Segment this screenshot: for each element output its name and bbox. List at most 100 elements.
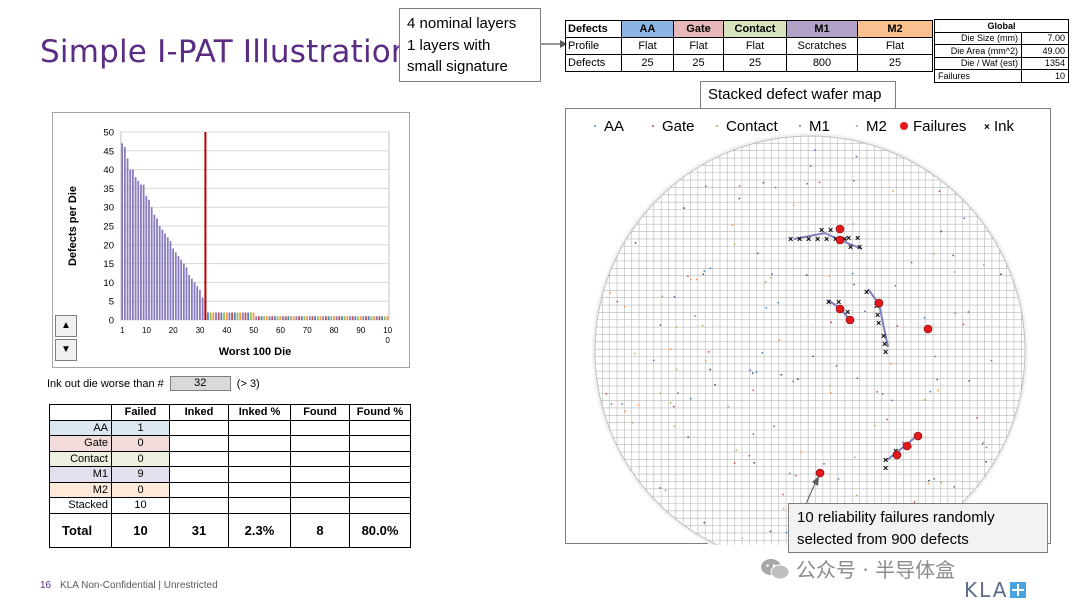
results-empty-cell [349, 419, 411, 436]
ink-marker: × [883, 455, 888, 465]
cell: 25 [723, 54, 787, 72]
defect-dot [788, 472, 791, 475]
defect-dot [828, 275, 831, 278]
defect-dot [855, 155, 858, 158]
defect-dot [940, 481, 943, 484]
y-tick-label: 40 [103, 165, 114, 176]
cell: Flat [857, 37, 933, 55]
failure-marker [892, 450, 902, 460]
histogram-bar [252, 312, 255, 320]
ink-marker: × [875, 310, 880, 320]
defect-dot [795, 474, 797, 477]
defect-dot [940, 230, 943, 233]
results-empty-cell [228, 450, 291, 467]
defect-dot [631, 421, 634, 424]
ink-marker: × [846, 233, 851, 243]
defect-dot [927, 482, 930, 485]
spin-up-button[interactable]: ▲ [55, 315, 77, 337]
plus-icon [1010, 582, 1027, 598]
histogram-bar [308, 316, 311, 320]
page-number: 16 [40, 580, 52, 591]
histogram-bar [375, 316, 378, 320]
defect-dot [818, 181, 821, 184]
ink-marker: × [845, 307, 850, 317]
defect-dot [910, 261, 913, 264]
results-empty-cell [290, 419, 350, 436]
cell: 25 [857, 54, 933, 72]
legend-label: Failures [913, 118, 966, 135]
defect-dot [809, 165, 812, 168]
results-failed: 10 [111, 497, 170, 514]
cell: 25 [673, 54, 724, 72]
histogram-bar [316, 316, 319, 320]
defect-dot [778, 339, 781, 341]
defect-dot [813, 149, 816, 151]
legend-label: M2 [866, 118, 887, 135]
cell: Flat [723, 37, 787, 55]
x-tick-label: 20 [169, 326, 178, 335]
total-inked: 31 [169, 512, 229, 548]
failure-marker [845, 315, 855, 325]
histogram-bar [370, 316, 373, 320]
header-found: Found [290, 404, 350, 421]
legend-marker [594, 125, 596, 127]
histogram-bar [169, 241, 172, 320]
cell: Flat [673, 37, 724, 55]
results-empty-cell [349, 466, 411, 483]
ink-marker: × [797, 234, 802, 244]
failure-marker [835, 224, 845, 234]
defect-dot [937, 389, 940, 392]
defect-dot [751, 372, 754, 375]
histogram-bar [132, 169, 134, 320]
defect-dot [828, 385, 831, 388]
y-tick-label: 45 [103, 146, 114, 157]
defect-dot [985, 446, 988, 449]
histogram-bar [199, 289, 201, 320]
ink-threshold-input[interactable]: 32 [169, 376, 231, 391]
row-label: Defects [565, 54, 622, 72]
histogram-bar [346, 316, 349, 320]
global-value: 10 [1021, 69, 1069, 83]
spin-down-button[interactable]: ▼ [55, 339, 77, 361]
defect-dot [800, 451, 802, 454]
histogram-bar [185, 267, 188, 320]
histogram-bar [287, 316, 290, 320]
callout-line: 1 layers with [407, 36, 491, 54]
defect-dot [675, 368, 678, 371]
legend-ink-marker: × [984, 122, 990, 133]
defect-dot [752, 389, 755, 392]
histogram-bar [161, 229, 164, 320]
histogram-bar [257, 316, 260, 320]
histogram-panel: 0 5 10 15 20 25 30 35 40 45 50 1 10 20 30 40 50 60 70 80 90 1… [52, 112, 410, 368]
histogram-bar [279, 316, 282, 320]
y-tick-label: 15 [103, 259, 114, 270]
ink-marker: × [833, 234, 838, 244]
histogram-bar [126, 158, 129, 320]
ink-marker: × [857, 242, 862, 252]
results-empty-cell [169, 466, 229, 483]
histogram-bar [338, 316, 341, 320]
defect-dot [727, 405, 730, 408]
y-tick-label: 0 [109, 316, 114, 327]
x-tick-label: 10 [383, 326, 392, 335]
histogram-chart: 0 5 10 15 20 25 30 35 40 45 50 1 10 20 30 40 50 60 70 80 90 1… [67, 128, 393, 359]
cell: 25 [621, 54, 674, 72]
histogram-bar [274, 316, 276, 320]
slide-title: Simple I-PAT Illustration [40, 34, 411, 70]
ink-marker: × [876, 318, 881, 328]
ink-marker: × [855, 233, 860, 243]
histogram-bar [156, 218, 158, 320]
defect-dot [852, 223, 855, 226]
histogram-bar [349, 316, 351, 320]
results-failed: 9 [111, 466, 170, 483]
global-key: Failures [934, 69, 1022, 83]
defect-dot [923, 398, 926, 401]
footer-classification: KLA Non-Confidential | Unrestricted [60, 580, 218, 591]
defect-dot [695, 278, 698, 281]
histogram-bar [148, 199, 150, 320]
histogram-bar [322, 316, 325, 320]
total-found-pct: 80.0% [349, 512, 411, 548]
defect-dot [709, 267, 712, 270]
legend-marker [856, 125, 858, 127]
histogram-bar [260, 316, 263, 320]
